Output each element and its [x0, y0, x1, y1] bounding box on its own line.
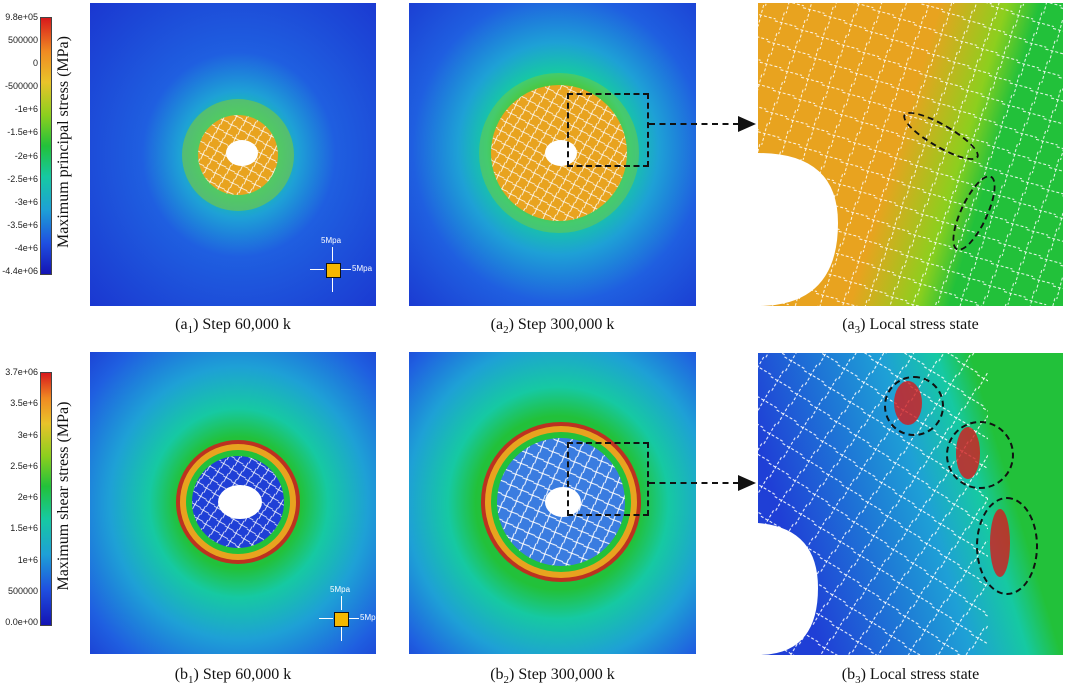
colorbar-tick-label: -1e+6	[14, 104, 38, 115]
colorbar-tick-label: 2e+6	[17, 492, 38, 502]
arrow-right-icon	[738, 116, 756, 132]
arrow-up-icon	[341, 627, 342, 641]
caption-b1: (b1) Step 60,000 k	[174, 666, 292, 687]
colorbar-tick-label: -1.5e+6	[7, 127, 38, 138]
colorbar-tick-label: -500000	[4, 81, 38, 92]
arrow-right-icon	[738, 475, 756, 491]
load-label-horizontal: 5Mpa	[360, 613, 376, 622]
load-label-vertical: 5Mpa	[321, 236, 342, 245]
colorbar-tick-label: 500000	[7, 35, 38, 46]
colorbar-tick-label: -2.5e+6	[7, 173, 38, 184]
zoom-arrow-a	[649, 123, 739, 125]
colorbar-tick-label: -4e+6	[14, 242, 38, 253]
panel-b1: 5Mpa 5Mpa	[90, 352, 376, 654]
load-box	[334, 612, 349, 627]
load-box	[326, 263, 341, 278]
colorbar-tick-label: 3.5e+6	[10, 398, 38, 409]
colorbar-tick-label: -2e+6	[14, 150, 38, 161]
zoom-box-b2	[567, 442, 649, 516]
arrow-left-icon	[319, 618, 333, 619]
caption-a1: (a1) Step 60,000 k	[175, 316, 291, 337]
arrow-right-icon	[341, 269, 351, 270]
highlight-ellipse-b3-2	[946, 421, 1014, 489]
caption-b3: (b3) Local stress state	[841, 666, 980, 687]
colorbar-shear-title: Maximum shear stress (MPa)	[55, 401, 72, 591]
arrow-down-icon	[332, 247, 333, 261]
load-glyph-b1: 5Mpa 5Mpa	[318, 585, 376, 650]
colorbar-tick-label: 1e+6	[17, 554, 38, 565]
colorbar-principal	[40, 17, 52, 275]
caption-a3: (a3) Local stress state	[842, 316, 979, 337]
caption-a2: (a2) Step 300,000 k	[490, 316, 615, 337]
arrow-down-icon	[341, 596, 342, 610]
arrow-right-icon	[349, 618, 359, 619]
colorbar-tick-label: 9.8e+05	[5, 12, 38, 22]
load-glyph-a1: 5Mpa 5Mpa	[304, 236, 374, 301]
colorbar-tick-label: 0	[32, 58, 38, 69]
colorbar-tick-label: 500000	[7, 585, 38, 596]
panel-b2	[409, 352, 696, 654]
colorbar-tick-label: 2.5e+6	[10, 460, 38, 471]
colorbar-tick-label: 1.5e+6	[10, 523, 38, 534]
colorbar-tick-label: -3e+6	[14, 196, 38, 207]
colorbar-principal-title: Maximum principal stress (MPa)	[55, 36, 72, 248]
arrow-up-icon	[332, 278, 333, 292]
panel-a1: 5Mpa 5Mpa	[90, 3, 376, 306]
colorbar-tick-label: 3.7e+06	[5, 367, 38, 377]
zoom-arrow-b	[649, 482, 739, 484]
panel-a2	[409, 3, 696, 306]
load-label-vertical: 5Mpa	[330, 585, 351, 594]
highlight-ellipse-b3-3	[976, 497, 1038, 595]
panel-a3	[758, 3, 1063, 306]
colorbar-tick-label: 3e+6	[17, 429, 38, 440]
colorbar-shear	[40, 372, 52, 626]
colorbar-tick-label: 0.0e+00	[5, 617, 38, 627]
highlight-ellipse-b3-1	[884, 376, 944, 436]
colorbar-tick-label: -4.4e+06	[2, 266, 38, 276]
zoom-box-a2	[567, 93, 649, 167]
colorbar-tick-label: -3.5e+6	[7, 219, 38, 230]
load-label-horizontal: 5Mpa	[352, 264, 373, 273]
arrow-left-icon	[310, 269, 324, 270]
caption-b2: (b2) Step 300,000 k	[490, 666, 615, 687]
